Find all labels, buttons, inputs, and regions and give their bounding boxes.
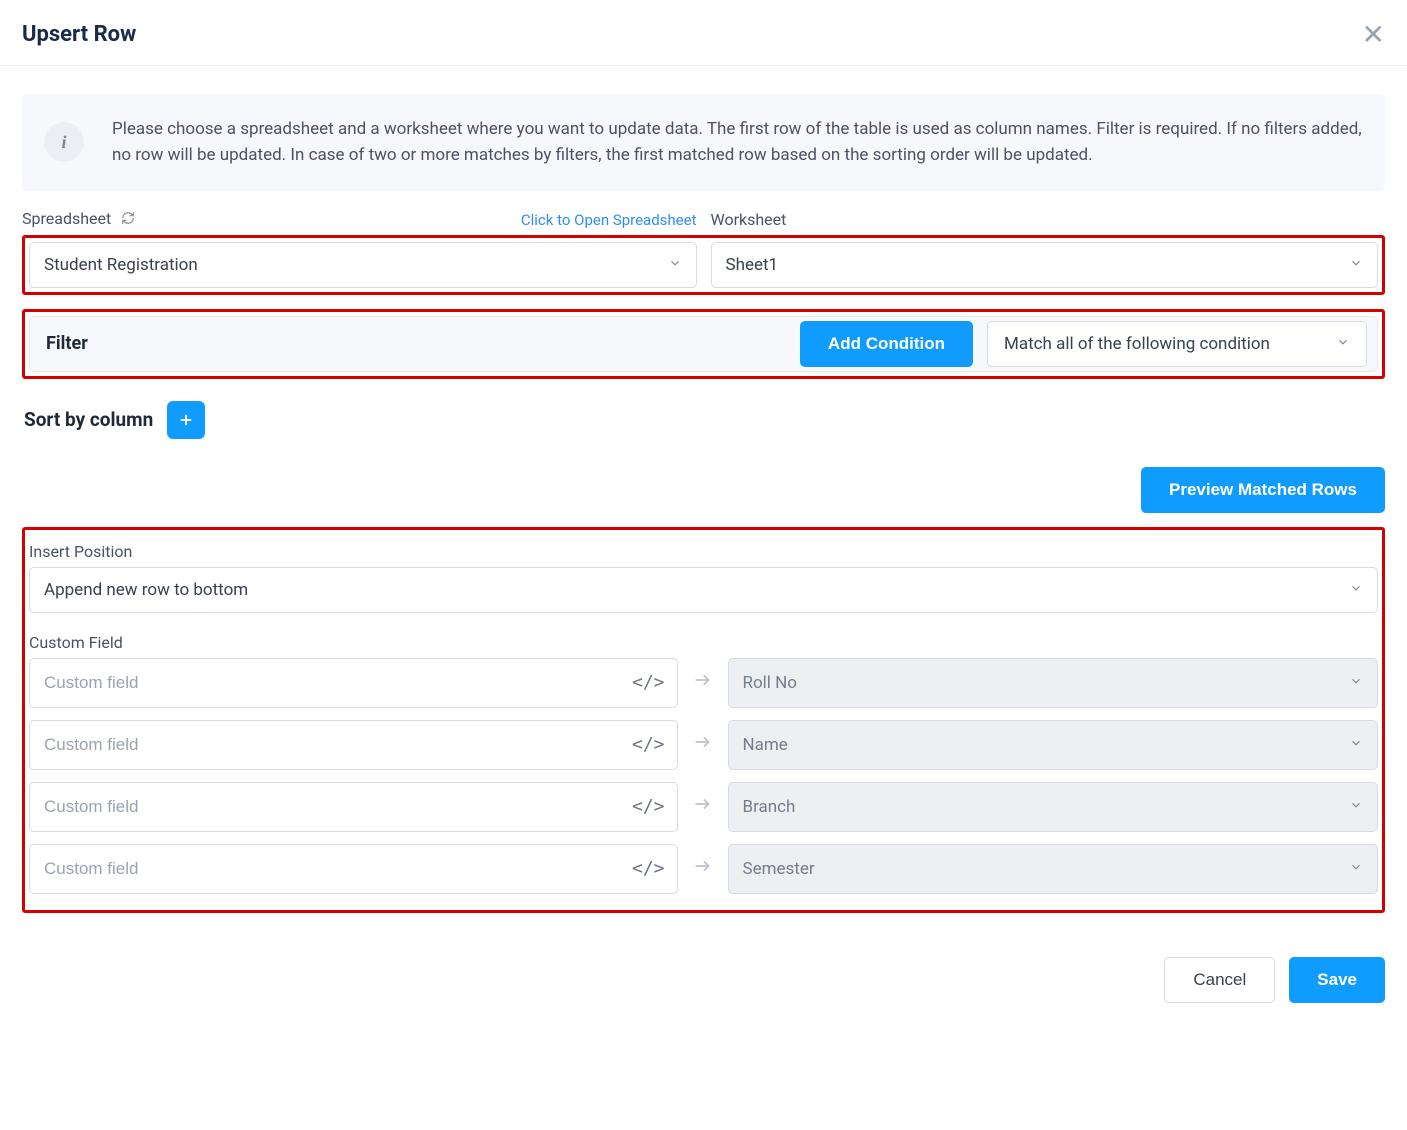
custom-field-input-wrap: </>: [29, 658, 678, 708]
close-icon[interactable]: ✕: [1362, 18, 1385, 51]
chevron-down-icon: [1336, 334, 1350, 353]
dialog-footer: Cancel Save: [0, 933, 1407, 1023]
insert-custom-highlight: Insert Position Append new row to bottom…: [22, 527, 1385, 913]
custom-field-target-select[interactable]: Name: [728, 720, 1379, 770]
dialog-header: Upsert Row ✕: [0, 0, 1407, 66]
insert-position-value: Append new row to bottom: [44, 580, 248, 600]
chevron-down-icon: [668, 255, 682, 274]
info-banner: i Please choose a spreadsheet and a work…: [22, 94, 1385, 191]
cancel-button[interactable]: Cancel: [1164, 957, 1275, 1003]
match-condition-value: Match all of the following condition: [1004, 334, 1270, 354]
custom-field-input[interactable]: [44, 859, 632, 879]
custom-field-target-select[interactable]: Semester: [728, 844, 1379, 894]
custom-field-target-value: Roll No: [743, 673, 797, 693]
worksheet-select[interactable]: Sheet1: [711, 242, 1379, 288]
custom-field-target-select[interactable]: Branch: [728, 782, 1379, 832]
preview-matched-rows-button[interactable]: Preview Matched Rows: [1141, 467, 1385, 513]
code-icon[interactable]: </>: [632, 672, 665, 693]
info-icon: i: [44, 122, 84, 162]
worksheet-label: Worksheet: [711, 210, 787, 229]
spreadsheet-value: Student Registration: [44, 255, 198, 275]
worksheet-column: Worksheet: [711, 203, 1386, 229]
custom-field-target-value: Name: [743, 735, 788, 755]
code-icon[interactable]: </>: [632, 858, 665, 879]
code-icon[interactable]: </>: [632, 734, 665, 755]
filter-label: Filter: [46, 333, 786, 354]
upsert-row-dialog: Upsert Row ✕ i Please choose a spreadshe…: [0, 0, 1407, 1023]
chevron-down-icon: [1349, 580, 1363, 599]
custom-field-target-value: Branch: [743, 797, 796, 817]
custom-field-row: </> Semester: [29, 844, 1378, 894]
preview-row: Preview Matched Rows: [22, 467, 1385, 513]
chevron-down-icon: [1349, 859, 1363, 878]
arrow-right-icon: [692, 731, 714, 759]
worksheet-value: Sheet1: [726, 255, 779, 275]
custom-field-input[interactable]: [44, 797, 632, 817]
spreadsheet-select[interactable]: Student Registration: [29, 242, 697, 288]
arrow-right-icon: [692, 855, 714, 883]
dialog-title: Upsert Row: [22, 22, 136, 47]
custom-field-input-wrap: </>: [29, 782, 678, 832]
spreadsheet-label: Spreadsheet: [22, 209, 135, 229]
sort-label: Sort by column: [24, 408, 153, 431]
custom-field-input-wrap: </>: [29, 844, 678, 894]
dialog-content: i Please choose a spreadsheet and a work…: [0, 66, 1407, 933]
custom-field-target-select[interactable]: Roll No: [728, 658, 1379, 708]
arrow-right-icon: [692, 669, 714, 697]
add-sort-button[interactable]: [167, 401, 205, 439]
chevron-down-icon: [1349, 735, 1363, 754]
info-text: Please choose a spreadsheet and a worksh…: [112, 116, 1363, 169]
save-button[interactable]: Save: [1289, 957, 1385, 1003]
worksheet-label-row: Worksheet: [711, 203, 1386, 229]
insert-position-label: Insert Position: [29, 542, 1378, 561]
insert-position-select[interactable]: Append new row to bottom: [29, 567, 1378, 613]
spreadsheet-column: Spreadsheet Click to Open Spreadsheet: [22, 203, 697, 229]
custom-field-input[interactable]: [44, 735, 632, 755]
filter-highlight: Filter Add Condition Match all of the fo…: [22, 309, 1385, 379]
filter-bar: Filter Add Condition Match all of the fo…: [29, 316, 1378, 372]
custom-field-target-value: Semester: [743, 859, 815, 879]
spreadsheet-label-row: Spreadsheet Click to Open Spreadsheet: [22, 203, 697, 229]
spreadsheet-worksheet-row: Spreadsheet Click to Open Spreadsheet Wo…: [22, 203, 1385, 229]
arrow-right-icon: [692, 793, 714, 821]
open-spreadsheet-link[interactable]: Click to Open Spreadsheet: [521, 211, 697, 229]
code-icon[interactable]: </>: [632, 796, 665, 817]
custom-field-input[interactable]: [44, 673, 632, 693]
sort-row: Sort by column: [22, 401, 1385, 439]
custom-field-row: </> Name: [29, 720, 1378, 770]
custom-field-row: </> Roll No: [29, 658, 1378, 708]
chevron-down-icon: [1349, 797, 1363, 816]
spreadsheet-worksheet-highlight: Student Registration Sheet1: [22, 235, 1385, 295]
refresh-icon[interactable]: [121, 211, 135, 229]
custom-field-label: Custom Field: [29, 633, 1378, 652]
custom-field-row: </> Branch: [29, 782, 1378, 832]
chevron-down-icon: [1349, 255, 1363, 274]
match-condition-select[interactable]: Match all of the following condition: [987, 321, 1367, 367]
custom-field-rows: </> Roll No </> Name </> Branch </> Semester: [29, 658, 1378, 894]
add-condition-button[interactable]: Add Condition: [800, 321, 973, 367]
custom-field-input-wrap: </>: [29, 720, 678, 770]
chevron-down-icon: [1349, 673, 1363, 692]
